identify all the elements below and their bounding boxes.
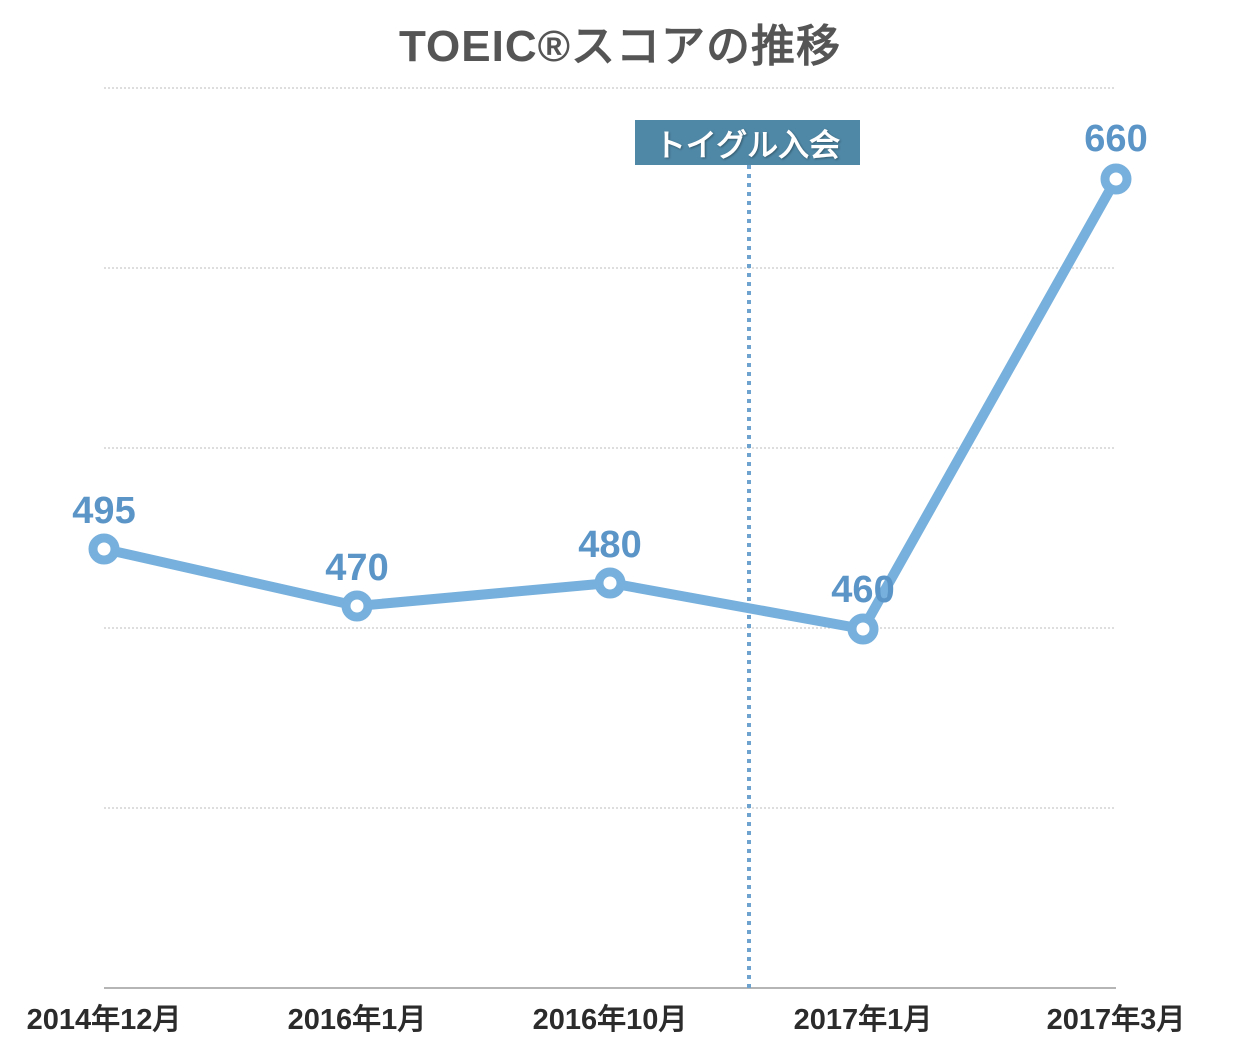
annotation-label: トイグル入会 xyxy=(635,120,860,165)
data-label: 495 xyxy=(72,490,136,532)
data-label: 660 xyxy=(1084,118,1148,160)
data-label: 480 xyxy=(578,524,642,566)
x-tick-label: 2014年12月 xyxy=(26,1004,182,1036)
data-label: 470 xyxy=(325,547,389,589)
x-tick-label: 2016年10月 xyxy=(532,1004,688,1036)
data-points xyxy=(88,163,1132,645)
x-tick-label: 2017年1月 xyxy=(793,1004,933,1036)
data-label: 460 xyxy=(831,569,895,611)
x-tick-label: 2017年3月 xyxy=(1046,1004,1186,1036)
chart-title: TOEIC®スコアの推移 xyxy=(398,22,842,71)
x-tick-label: 2016年1月 xyxy=(287,1004,427,1036)
gridlines xyxy=(104,87,1116,809)
